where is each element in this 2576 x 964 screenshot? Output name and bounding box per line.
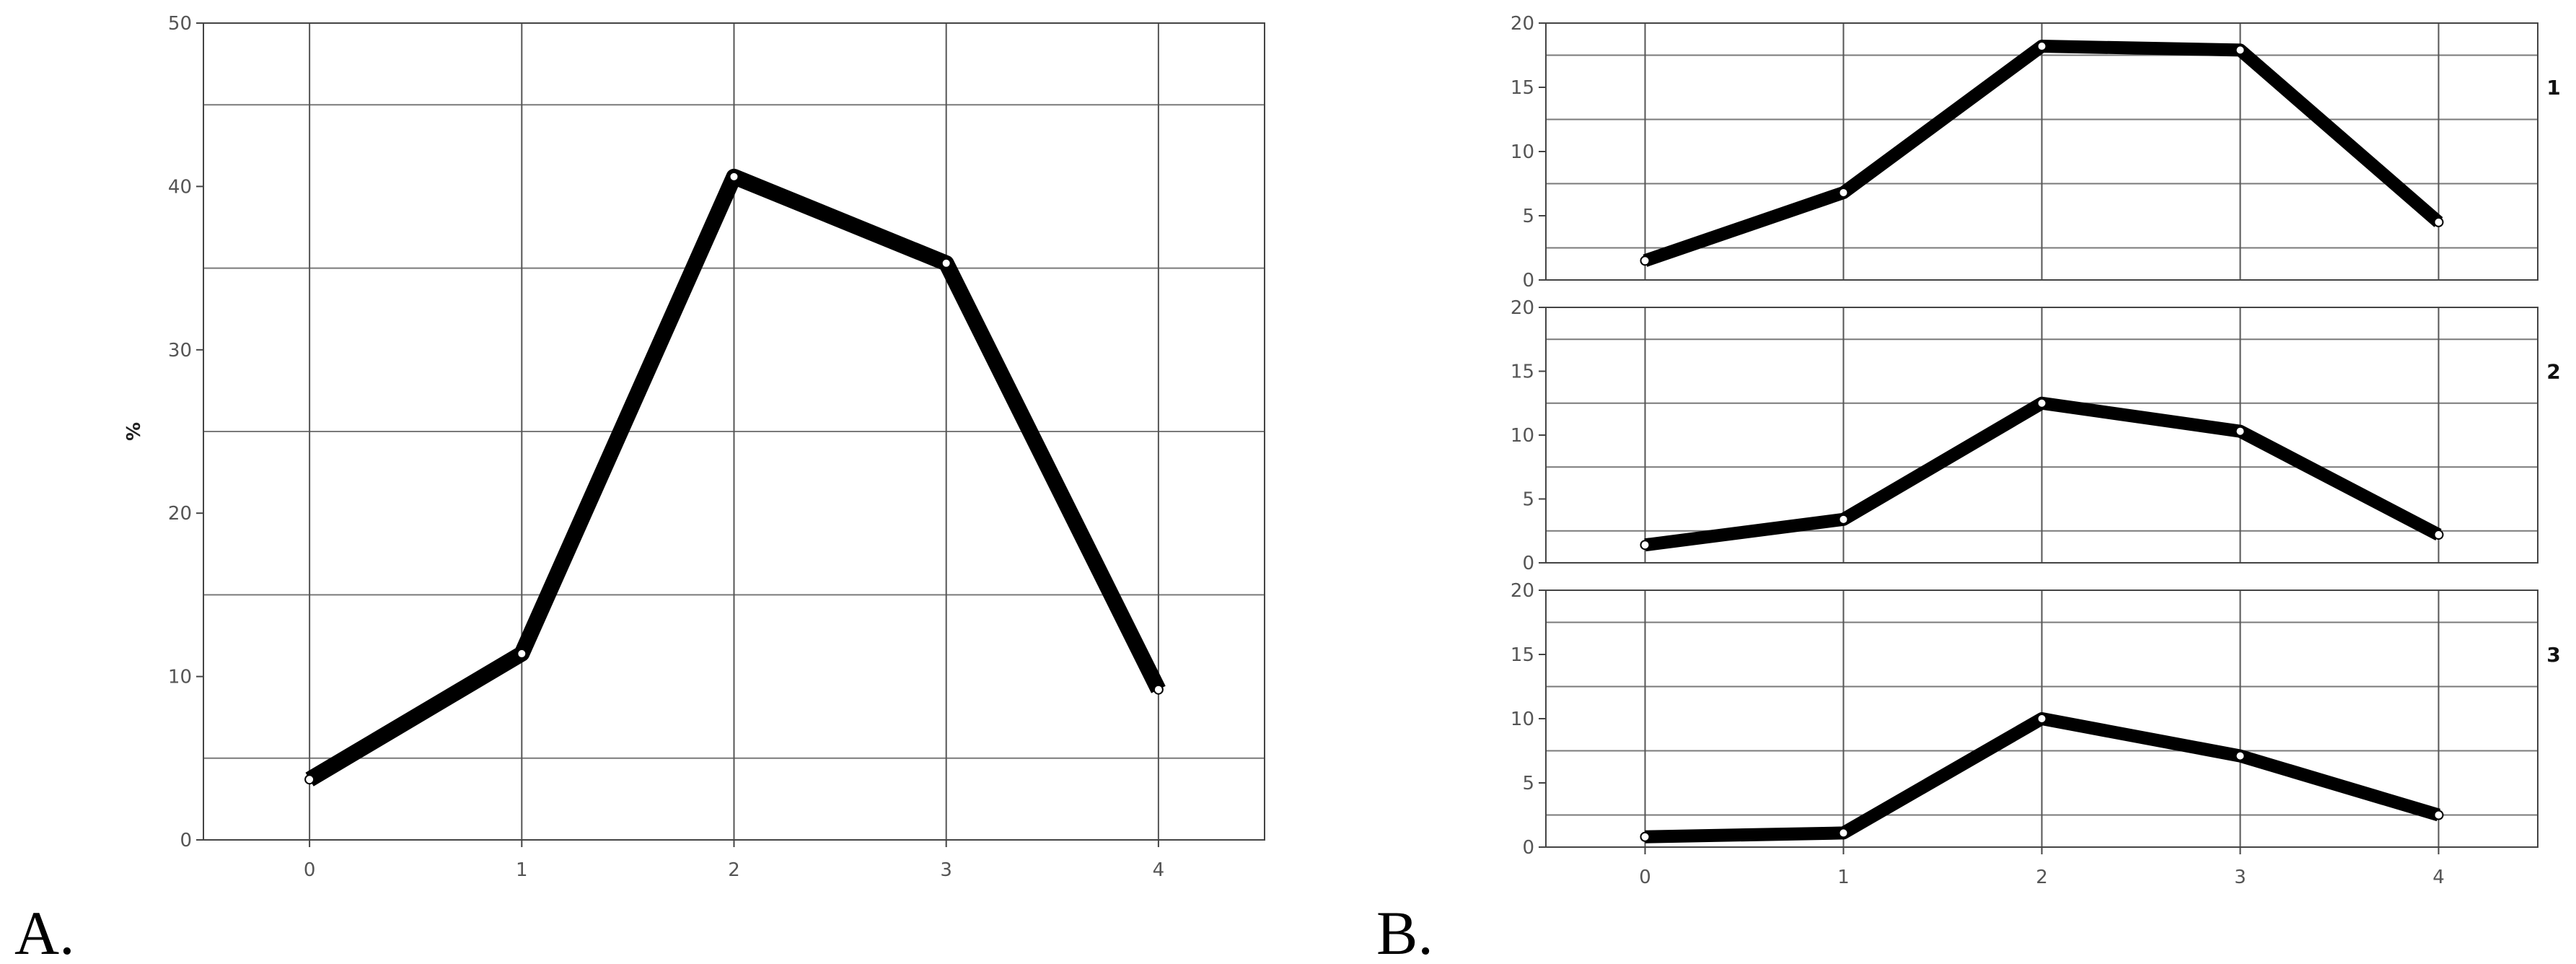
- data-point: [2235, 45, 2246, 56]
- chart-B1: 0 5 10 15 20 1: [1511, 13, 2561, 292]
- chart-A: 0 10 20 30 40 50 0 1 2 3 4%: [123, 13, 1265, 881]
- y-axis-label: %: [123, 422, 145, 441]
- subpanel-label: 2: [2546, 360, 2560, 384]
- data-point: [1838, 514, 1849, 525]
- y-tick-label: 15: [1511, 77, 1534, 99]
- data-point: [2235, 426, 2246, 437]
- y-tick-label: 10: [1511, 709, 1534, 730]
- panel-letter-b: B.: [1376, 898, 1433, 964]
- data-point: [2433, 810, 2444, 820]
- y-tick-label: 0: [1522, 553, 1534, 574]
- data-point: [1153, 684, 1164, 695]
- y-tick-label: 15: [1511, 644, 1534, 666]
- data-point: [729, 171, 739, 182]
- data-point: [304, 774, 315, 785]
- data-point: [2235, 750, 2246, 761]
- y-tick-label: 30: [168, 340, 192, 362]
- x-tick-label: 0: [304, 859, 316, 881]
- data-point: [941, 258, 951, 268]
- chart-B2: 0 5 10 15 20 2: [1511, 297, 2561, 574]
- data-point: [2433, 530, 2444, 540]
- y-tick-label: 5: [1522, 206, 1534, 227]
- data-point: [2036, 398, 2047, 408]
- x-tick-label: 0: [1639, 867, 1651, 888]
- y-tick-label: 20: [1511, 580, 1534, 602]
- data-point: [516, 648, 527, 659]
- y-tick-label: 20: [168, 503, 192, 525]
- y-tick-label: 10: [1511, 141, 1534, 163]
- panel-letter-a: A.: [14, 898, 75, 964]
- y-tick-label: 15: [1511, 362, 1534, 383]
- data-point: [1838, 187, 1849, 198]
- y-tick-label: 40: [168, 176, 192, 198]
- data-point: [2433, 216, 2444, 227]
- data-point: [2036, 714, 2047, 724]
- x-tick-label: 1: [516, 859, 528, 881]
- y-tick-label: 10: [1511, 425, 1534, 447]
- y-tick-label: 50: [168, 13, 192, 35]
- y-tick-label: 10: [168, 667, 192, 688]
- data-point: [1640, 255, 1650, 266]
- y-tick-label: 20: [1511, 297, 1534, 319]
- x-tick-label: 4: [2432, 867, 2445, 888]
- data-point: [2036, 41, 2047, 52]
- x-tick-label: 3: [940, 859, 952, 881]
- data-point: [1838, 828, 1849, 838]
- chart-B3: 0 5 10 15 20 0 1 2 3 4 3: [1511, 580, 2561, 888]
- x-tick-label: 2: [728, 859, 740, 881]
- y-tick-label: 5: [1522, 489, 1534, 511]
- data-point: [1640, 831, 1650, 842]
- data-point: [1640, 540, 1650, 551]
- x-tick-label: 4: [1153, 859, 1165, 881]
- x-tick-label: 1: [1837, 867, 1850, 888]
- x-tick-label: 2: [2036, 867, 2048, 888]
- y-tick-label: 5: [1522, 773, 1534, 794]
- subpanel-label: 1: [2546, 76, 2560, 100]
- y-tick-label: 0: [1522, 837, 1534, 859]
- y-tick-label: 20: [1511, 13, 1534, 35]
- subpanel-label: 3: [2546, 643, 2560, 667]
- x-tick-label: 3: [2234, 867, 2246, 888]
- y-tick-label: 0: [180, 830, 192, 851]
- y-tick-label: 0: [1522, 270, 1534, 292]
